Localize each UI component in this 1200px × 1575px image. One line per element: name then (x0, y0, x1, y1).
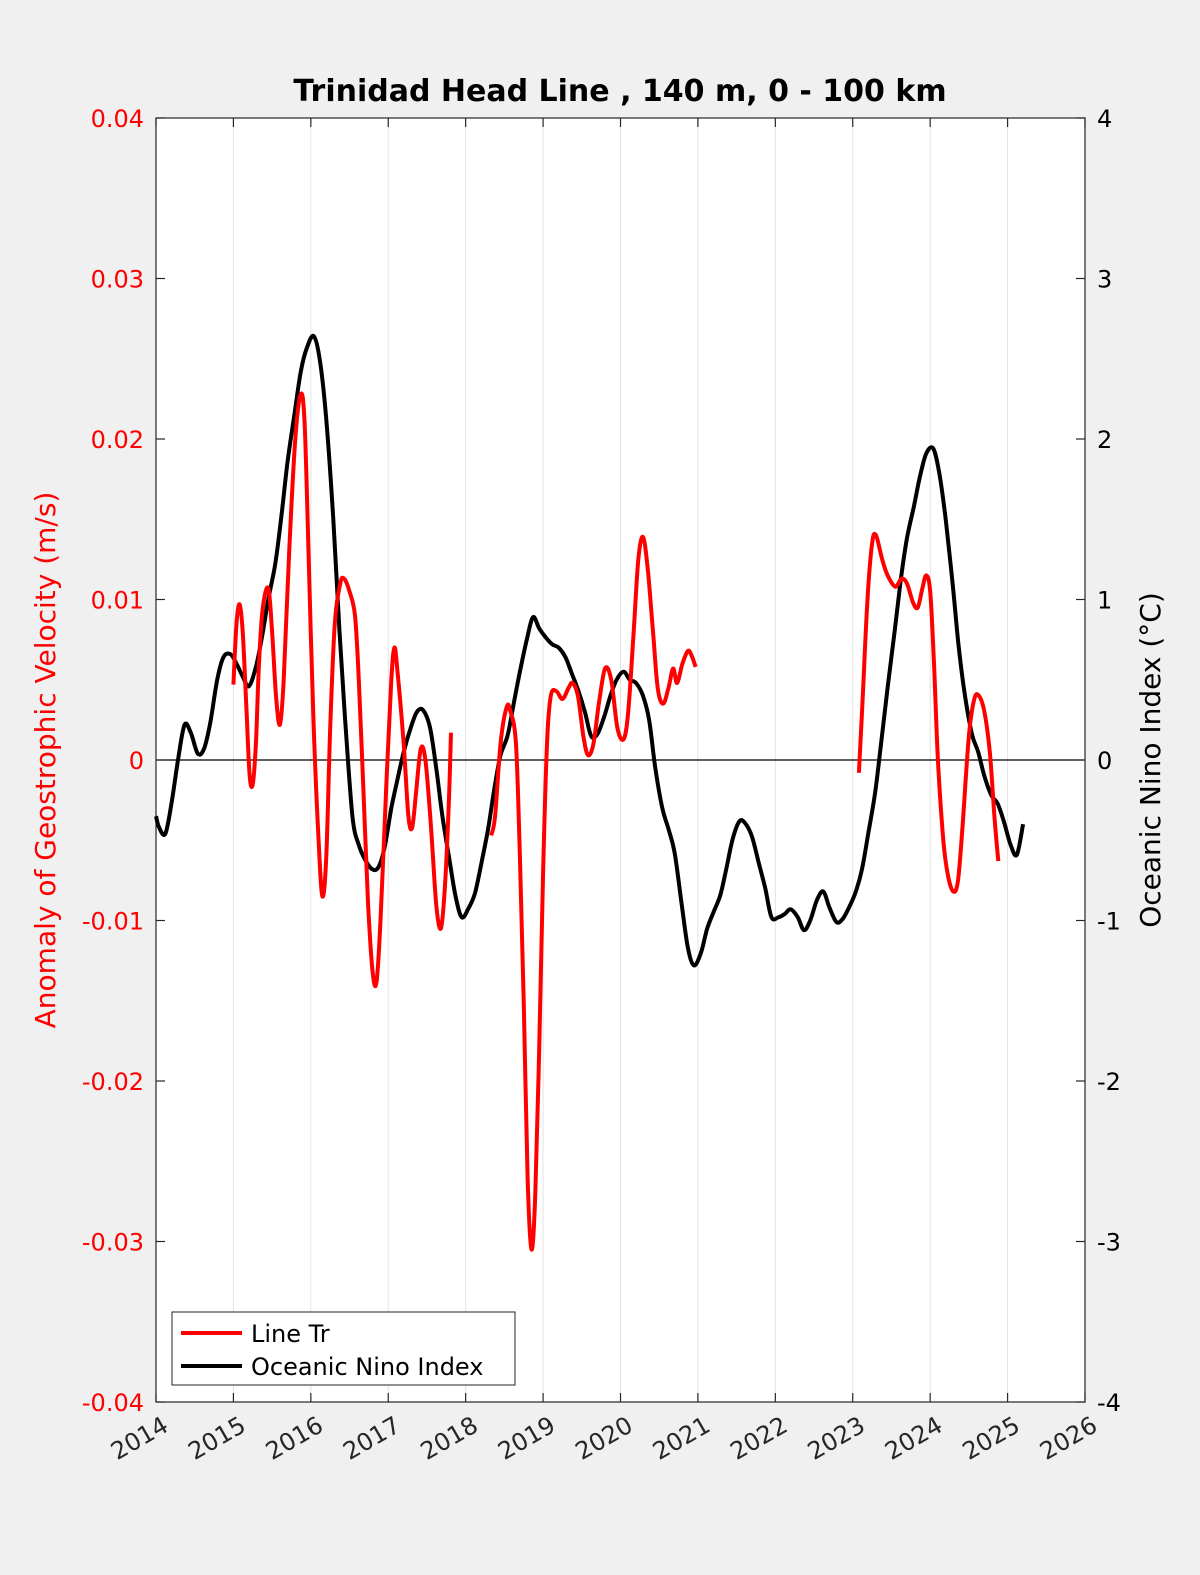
legend-label-oni: Oceanic Nino Index (251, 1353, 483, 1381)
right-tick-label: -3 (1097, 1229, 1121, 1257)
right-tick-label: 3 (1097, 266, 1112, 294)
right-tick-label: 0 (1097, 747, 1112, 775)
chart-title: Trinidad Head Line , 140 m, 0 - 100 km (293, 74, 946, 109)
series-lines (154, 333, 1026, 1252)
legend-label-line-tr: Line Tr (251, 1320, 330, 1348)
right-tick-label: 2 (1097, 426, 1112, 454)
series-oni-line (154, 333, 1026, 968)
left-tick-label: -0.03 (82, 1229, 144, 1257)
series-line-tr-line (489, 534, 698, 1252)
left-tick-label: -0.04 (82, 1389, 144, 1417)
left-tick-label: -0.02 (82, 1068, 144, 1096)
series-line-tr-line (856, 531, 1001, 894)
right-tick-label: -2 (1097, 1068, 1121, 1096)
right-tick-label: -1 (1097, 908, 1121, 936)
right-axis-label: Oceanic Nino Index (°C) (1134, 592, 1167, 928)
right-tick-label: -4 (1097, 1389, 1121, 1417)
legend-box (171, 1311, 516, 1386)
left-axis-label: Anomaly of Geostrophic Velocity (m/s) (29, 492, 62, 1029)
left-tick-label: 0.01 (91, 587, 144, 615)
left-tick-label: 0.04 (91, 105, 144, 133)
right-tick-label: 1 (1097, 587, 1112, 615)
right-tick-label: 4 (1097, 105, 1112, 133)
left-tick-label: -0.01 (82, 908, 144, 936)
left-tick-label: 0.03 (91, 266, 144, 294)
left-tick-label: 0 (129, 747, 144, 775)
series-line-tr-line (231, 391, 453, 989)
axis-ticks (155, 117, 1086, 1403)
legend: Line Tr Oceanic Nino Index (171, 1311, 516, 1386)
left-tick-label: 0.02 (91, 426, 144, 454)
